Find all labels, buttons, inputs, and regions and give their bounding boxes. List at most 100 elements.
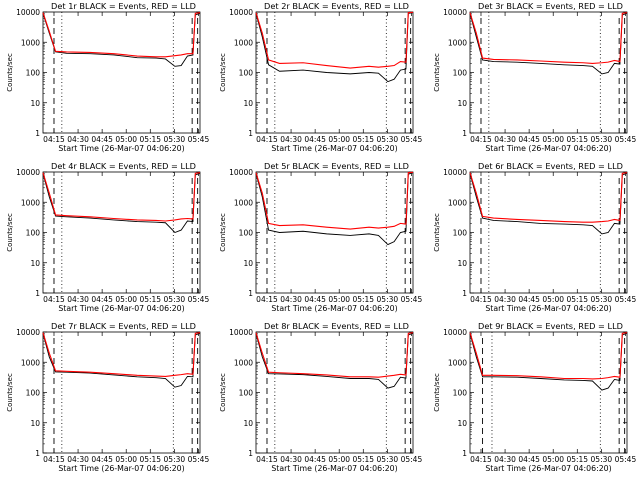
detector-plot-4: Det 4r BLACK = Events, RED = LLD 1 10 100 10… [0,160,213,320]
x-tick-label: 05:45 [615,135,637,144]
y-axis-label: Counts/sec [433,213,441,252]
y-tick-label: 1000 [234,198,253,207]
x-tick-label: 05:30 [377,295,399,304]
detector-plot-2: Det 2r BLACK = Events, RED = LLD 1 10 100 10… [213,0,426,160]
y-axis-label: Counts/sec [6,53,14,92]
x-tick-label: 04:45 [91,455,113,464]
x-tick-label: 05:00 [115,295,137,304]
y-axis-label: Counts/sec [219,213,227,252]
y-tick-label: 100 [239,229,254,238]
detector-plot-3: Det 3r BLACK = Events, RED = LLD 1 10 100 10… [427,0,640,160]
plot-frame [42,171,201,294]
y-tick-label: 1 [35,289,40,298]
plot-frame [255,331,414,454]
y-tick-label: 10000 [229,328,253,337]
plot-frame [469,11,628,134]
plot-title: Det 7r BLACK = Events, RED = LLD [51,321,196,331]
x-tick-label: 05:00 [542,295,564,304]
y-tick-label: 1 [248,129,253,138]
series-line-events [469,172,628,235]
plot-title: Det 5r BLACK = Events, RED = LLD [264,161,409,171]
plot-title: Det 8r BLACK = Events, RED = LLD [264,321,409,331]
series-line-events [42,172,201,234]
series-line-lld [42,12,201,58]
y-axis-label: Counts/sec [433,53,441,92]
x-tick-label: 04:15 [470,295,492,304]
y-tick-label: 1000 [448,38,467,47]
x-tick-label: 05:15 [352,135,374,144]
x-tick-label: 04:15 [43,135,65,144]
x-tick-label: 05:15 [566,135,588,144]
x-tick-label: 05:45 [401,135,423,144]
y-tick-label: 10000 [229,168,253,177]
x-axis-label: Start Time (26-Mar-07 04:06:20) [271,464,397,473]
y-tick-label: 10000 [443,328,467,337]
x-tick-label: 04:15 [256,135,278,144]
y-tick-label: 1000 [21,358,40,367]
y-tick-label: 1 [462,129,467,138]
detector-plot-9: Det 9r BLACK = Events, RED = LLD 1 10 100 10… [427,320,640,480]
detector-plot-6: Det 6r BLACK = Events, RED = LLD 1 10 100 10… [427,160,640,320]
y-tick-label: 100 [26,69,41,78]
y-tick-label: 10 [30,99,40,108]
y-tick-label: 10000 [16,8,40,17]
series-line-events [469,332,628,391]
y-tick-label: 10 [243,419,253,428]
x-tick-label: 04:30 [280,135,302,144]
x-tick-label: 05:30 [377,135,399,144]
y-tick-label: 100 [453,389,468,398]
y-tick-label: 10 [457,99,467,108]
x-tick-label: 05:00 [542,135,564,144]
plot-title: Det 6r BLACK = Events, RED = LLD [478,161,623,171]
x-tick-label: 05:45 [188,135,210,144]
y-tick-label: 1 [462,449,467,458]
x-tick-label: 05:00 [328,295,350,304]
x-tick-label: 04:15 [470,455,492,464]
series-line-lld [469,12,628,64]
x-tick-label: 05:15 [352,455,374,464]
series-line-events [255,12,414,83]
plot-title: Det 4r BLACK = Events, RED = LLD [51,161,196,171]
y-tick-label: 1000 [21,198,40,207]
x-tick-label: 05:30 [591,295,613,304]
y-axis-label: Counts/sec [6,213,14,252]
x-tick-label: 04:30 [494,295,516,304]
x-tick-label: 05:45 [401,455,423,464]
x-tick-label: 05:15 [352,295,374,304]
plot-title: Det 3r BLACK = Events, RED = LLD [478,1,623,11]
x-axis-label: Start Time (26-Mar-07 04:06:20) [271,304,397,313]
x-axis-label: Start Time (26-Mar-07 04:06:20) [58,304,184,313]
x-tick-label: 04:45 [304,135,326,144]
x-axis-label: Start Time (26-Mar-07 04:06:20) [58,464,184,473]
y-tick-label: 10000 [229,8,253,17]
plot-title: Det 1r BLACK = Events, RED = LLD [51,1,196,11]
y-tick-label: 10 [30,419,40,428]
x-tick-label: 05:30 [164,455,186,464]
plot-title: Det 2r BLACK = Events, RED = LLD [264,1,409,11]
y-tick-label: 10 [30,259,40,268]
x-tick-label: 05:30 [164,135,186,144]
x-axis-label: Start Time (26-Mar-07 04:06:20) [271,144,397,153]
x-tick-label: 04:15 [43,455,65,464]
series-line-lld [255,11,414,69]
series-line-events [255,332,414,389]
plot-svg: Det 5r BLACK = Events, RED = LLD 1 10 100 10… [219,161,422,313]
plot-svg: Det 3r BLACK = Events, RED = LLD 1 10 100 10… [433,1,637,153]
y-tick-label: 1000 [234,358,253,367]
y-axis-label: Counts/sec [219,373,227,412]
y-tick-label: 100 [26,389,41,398]
series-line-lld [255,332,414,378]
x-tick-label: 04:30 [280,455,302,464]
y-tick-label: 100 [453,69,468,78]
series-line-events [255,172,414,246]
series-line-events [42,332,201,388]
x-tick-label: 05:45 [615,295,637,304]
x-tick-label: 05:30 [591,455,613,464]
plot-svg: Det 9r BLACK = Events, RED = LLD 1 10 100 10… [433,321,636,473]
series-line-events [42,12,201,67]
y-tick-label: 1 [248,449,253,458]
y-tick-label: 1000 [448,198,467,207]
y-tick-label: 1 [248,289,253,298]
y-tick-label: 100 [26,229,41,238]
